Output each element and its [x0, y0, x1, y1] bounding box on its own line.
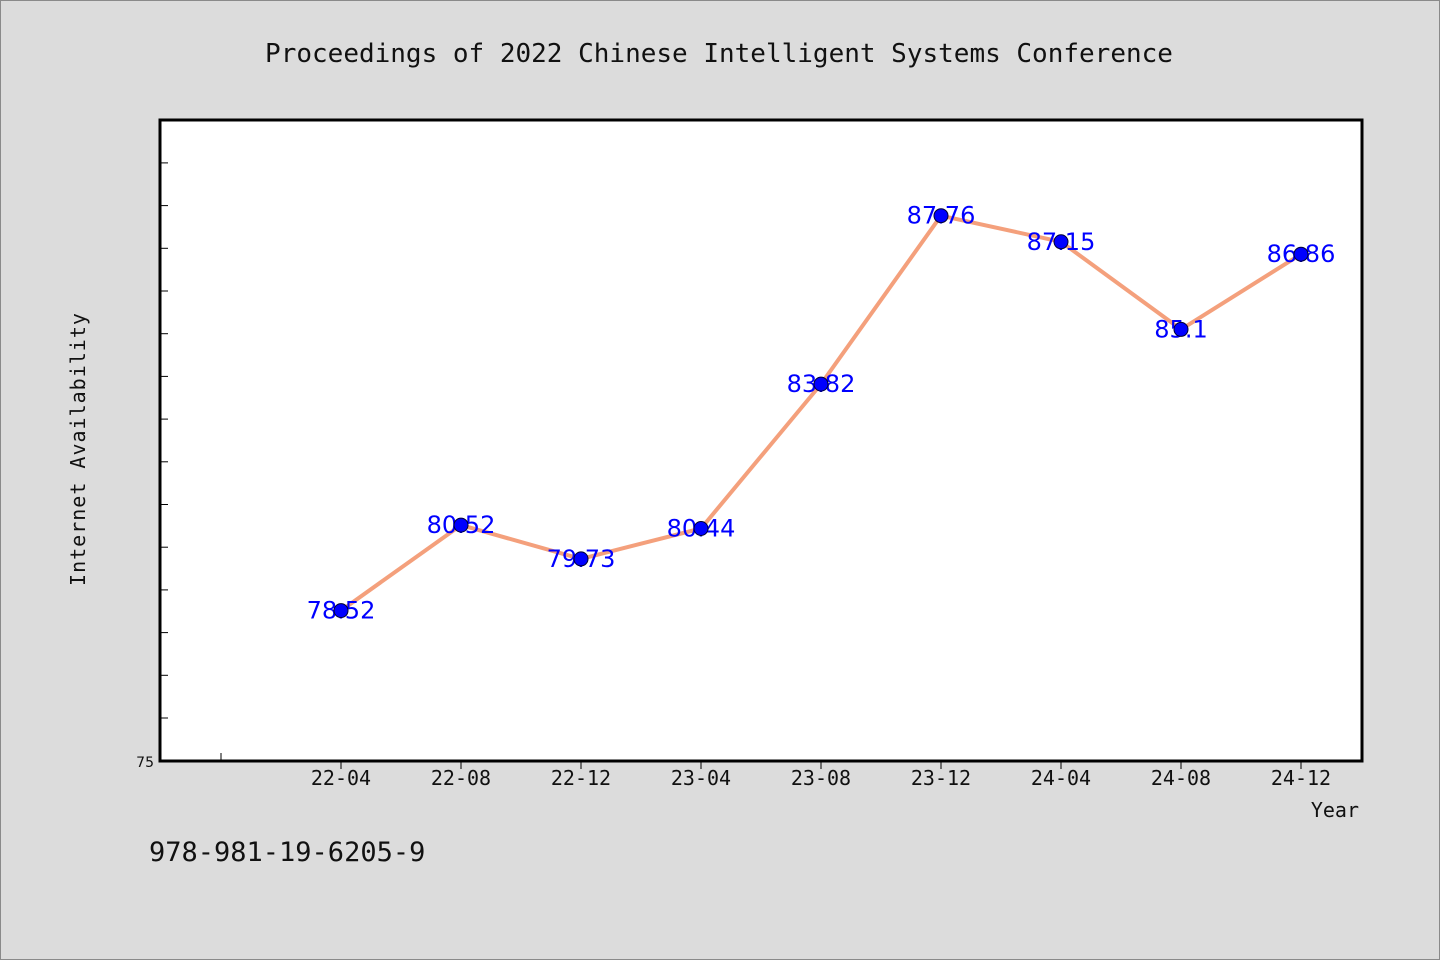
x-axis-label: Year: [1311, 798, 1359, 822]
chart-title: Proceedings of 2022 Chinese Intelligent …: [265, 39, 1173, 69]
series-group: 78.5280.5279.7380.4483.8287.7687.1585.18…: [307, 202, 1336, 625]
plot-area: [158, 118, 1364, 763]
isbn-number: 978-981-19-6205-9: [149, 837, 426, 868]
data-point: [693, 521, 709, 536]
data-point: [333, 603, 349, 619]
data-point: [1053, 234, 1069, 250]
x-tick-label: 22-04: [311, 766, 371, 790]
y-axis-ticks: [160, 162, 168, 719]
data-point: [573, 551, 589, 567]
data-point: [453, 517, 469, 533]
x-tick-label: 23-12: [911, 766, 971, 790]
x-tick-label: 23-08: [791, 766, 851, 790]
x-tick-label: 22-12: [551, 766, 611, 790]
x-tick-label: 24-08: [1151, 766, 1211, 790]
x-tick-label: 24-12: [1271, 766, 1331, 790]
data-point: [1293, 246, 1309, 262]
x-axis-ticks: 22-04 22-08 22-12 23-04 23-08 23-12 24-04 24-08…: [220, 753, 1331, 790]
x-tick-label: 22-08: [431, 766, 491, 790]
x-tick-label: 23-04: [671, 766, 731, 790]
data-point: [813, 376, 829, 392]
data-point: [933, 208, 949, 224]
data-point: [1173, 321, 1189, 337]
x-tick-label: 24-04: [1031, 766, 1091, 790]
y-axis-label: Internet Availability: [66, 312, 90, 586]
y-tick-label-min: 75: [136, 755, 154, 771]
